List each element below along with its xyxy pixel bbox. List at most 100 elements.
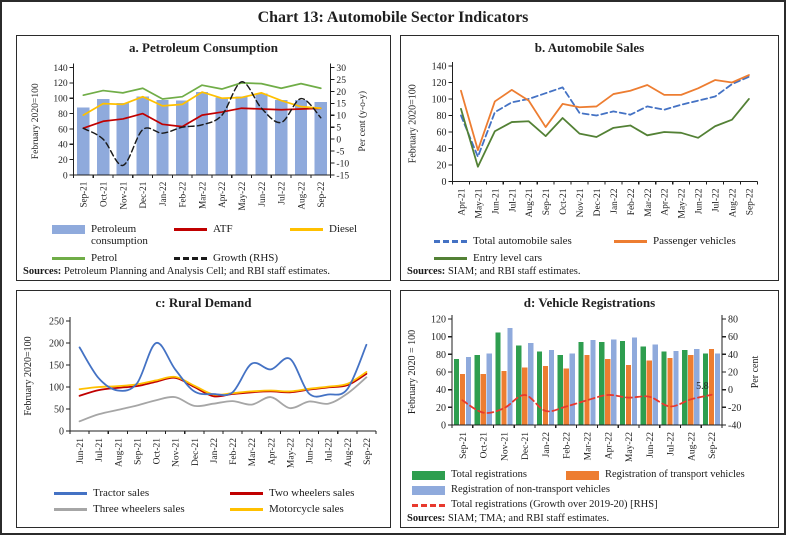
x-axis-labels: Sep-21 Oct-21 Nov-21 Dec-21 Jan-22 Feb-22 Mar-… bbox=[79, 181, 326, 210]
svg-text:Apr-22: Apr-22 bbox=[267, 438, 277, 465]
legend-item: Motorcycle sales bbox=[230, 503, 387, 515]
svg-text:120: 120 bbox=[53, 78, 68, 89]
legend-label: Registration of non-transport vehicles bbox=[451, 483, 610, 495]
legend-swatch-line bbox=[230, 508, 263, 512]
bar-series bbox=[77, 92, 327, 175]
svg-text:Jul-21: Jul-21 bbox=[508, 188, 518, 212]
svg-text:Apr-22: Apr-22 bbox=[217, 181, 227, 208]
legend-swatch-dashed bbox=[174, 256, 207, 260]
svg-text:Apr-22: Apr-22 bbox=[661, 188, 671, 215]
svg-text:120: 120 bbox=[432, 78, 447, 89]
legend-swatch-bar bbox=[52, 225, 85, 235]
legend-item: Entry level cars bbox=[434, 252, 610, 264]
panel-title: c: Rural Demand bbox=[155, 295, 252, 310]
svg-text:Aug-22: Aug-22 bbox=[687, 432, 697, 461]
svg-text:20: 20 bbox=[336, 87, 346, 98]
svg-text:Jan-22: Jan-22 bbox=[542, 432, 552, 458]
svg-text:Apr-21: Apr-21 bbox=[457, 188, 467, 215]
svg-text:30: 30 bbox=[336, 63, 346, 74]
svg-text:May-22: May-22 bbox=[237, 181, 247, 210]
legend-item: Petrol bbox=[52, 252, 170, 264]
legend-label: Diesel bbox=[329, 223, 358, 236]
legend: Tractor sales Two wheelers sales Three whe… bbox=[54, 487, 387, 516]
svg-text:60: 60 bbox=[436, 368, 446, 379]
svg-text:Jun-22: Jun-22 bbox=[257, 181, 267, 206]
legend-swatch-line bbox=[614, 240, 647, 244]
series-0 bbox=[453, 332, 709, 426]
svg-text:Jan-22: Jan-22 bbox=[610, 188, 620, 213]
legend-label: Motorcycle sales bbox=[269, 503, 344, 516]
svg-text:Jun-22: Jun-22 bbox=[695, 188, 705, 214]
petroleum-consumption-chart: 020406080100120140-15-10-5051015202530Se… bbox=[30, 63, 368, 211]
svg-text:Sep-22: Sep-22 bbox=[316, 181, 326, 207]
line-series-0 bbox=[460, 75, 750, 158]
svg-text:Sep-22: Sep-22 bbox=[708, 432, 718, 459]
legend-item: Petroleum consumption bbox=[52, 223, 170, 248]
legend-label: Two wheelers sales bbox=[269, 487, 355, 499]
panel-title: d: Vehicle Registrations bbox=[523, 295, 656, 310]
svg-text:May-21: May-21 bbox=[474, 188, 484, 218]
svg-text:Feb-22: Feb-22 bbox=[563, 432, 573, 459]
svg-text:Nov-21: Nov-21 bbox=[172, 438, 182, 467]
y-left-axis-title: February 2020 = 100 bbox=[407, 330, 418, 414]
y-right-axis-title: Per cent (y-o-y) bbox=[357, 91, 368, 152]
panel-automobile-sales: b. Automobile Sales 0 20 40 60 80 100 120 140 Ap… bbox=[400, 35, 779, 281]
y-left-axis-title: February 2020=100 bbox=[408, 84, 419, 163]
axes: 0 20 40 60 80 100 120 140 bbox=[432, 61, 758, 188]
legend-swatch-line bbox=[174, 228, 207, 232]
svg-text:Nov-21: Nov-21 bbox=[500, 432, 510, 461]
svg-text:-10: -10 bbox=[336, 158, 349, 169]
svg-text:Aug-21: Aug-21 bbox=[114, 438, 124, 467]
sources-note: Sources: SIAM; TMA; and RBI staff estima… bbox=[404, 511, 775, 524]
svg-text:40: 40 bbox=[436, 385, 446, 396]
sources-note: Sources: SIAM; and RBI staff estimates. bbox=[404, 264, 775, 277]
bar-series bbox=[453, 327, 721, 426]
svg-text:Mar-22: Mar-22 bbox=[248, 438, 258, 467]
svg-text:Jun-22: Jun-22 bbox=[646, 432, 656, 458]
sources-label: Sources: bbox=[23, 266, 62, 277]
line-series-3 bbox=[78, 342, 368, 398]
legend-swatch-line bbox=[54, 492, 87, 495]
legend-item: Registration of transport vehicles bbox=[566, 469, 775, 481]
legend-item: ATF bbox=[174, 223, 286, 248]
svg-text:Feb-22: Feb-22 bbox=[627, 188, 637, 215]
svg-text:Feb-22: Feb-22 bbox=[178, 181, 188, 207]
svg-text:200: 200 bbox=[49, 339, 64, 350]
line-series-1 bbox=[82, 91, 322, 116]
svg-text:20: 20 bbox=[58, 155, 68, 166]
svg-text:May-22: May-22 bbox=[678, 188, 688, 218]
svg-text:100: 100 bbox=[431, 332, 446, 343]
legend-item: Two wheelers sales bbox=[230, 487, 387, 499]
y-left-axis-title: February 2020=100 bbox=[23, 336, 34, 415]
legend-item: Growth (RHS) bbox=[174, 252, 286, 264]
axes: 0 20 40 60 80 100 120 -40 -20 0 20 40 60 80 bbox=[431, 315, 741, 432]
svg-text:Oct-21: Oct-21 bbox=[559, 188, 569, 215]
panel-rural-demand: c: Rural Demand 0 50 100 150 200 250 Jun-21 Jul… bbox=[16, 290, 391, 528]
legend-item: Registration of non-transport vehicles bbox=[412, 484, 775, 496]
svg-text:Jul-21: Jul-21 bbox=[95, 438, 105, 462]
svg-text:Sep-21: Sep-21 bbox=[133, 438, 143, 465]
x-axis-labels: Sep-21 Oct-21 Nov-21 Dec-21 Jan-22 Feb-22 Mar-… bbox=[459, 432, 718, 462]
svg-text:Mar-22: Mar-22 bbox=[197, 181, 207, 209]
svg-text:Mar-22: Mar-22 bbox=[644, 188, 654, 216]
svg-text:May-22: May-22 bbox=[286, 438, 296, 468]
svg-text:Jan-22: Jan-22 bbox=[158, 181, 168, 206]
svg-text:Jun-21: Jun-21 bbox=[491, 188, 501, 214]
svg-text:Aug-22: Aug-22 bbox=[296, 181, 306, 209]
legend-label: Tractor sales bbox=[93, 487, 150, 499]
rural-demand-chart: 0 50 100 150 200 250 Jun-21 Jul-21 Aug-21 Sep-21 O… bbox=[23, 317, 377, 468]
svg-text:Jun-22: Jun-22 bbox=[306, 438, 316, 464]
legend-label: Registration of transport vehicles bbox=[605, 469, 745, 480]
panel-vehicle-registrations: d: Vehicle Registrations 0 20 40 60 80 100 120… bbox=[400, 290, 779, 528]
svg-text:20: 20 bbox=[436, 403, 446, 414]
legend-label: Total automobile sales bbox=[473, 235, 572, 248]
svg-text:Dec-21: Dec-21 bbox=[138, 182, 148, 209]
svg-text:Sep-22: Sep-22 bbox=[745, 188, 755, 215]
svg-text:40: 40 bbox=[58, 140, 68, 151]
svg-text:0: 0 bbox=[441, 421, 446, 432]
legend-swatch-bar bbox=[566, 471, 599, 480]
svg-text:Nov-21: Nov-21 bbox=[118, 182, 128, 210]
x-axis-labels: Apr-21 May-21 Jun-21 Jul-21 Aug-21 Sep-21 Oct-… bbox=[457, 188, 755, 218]
